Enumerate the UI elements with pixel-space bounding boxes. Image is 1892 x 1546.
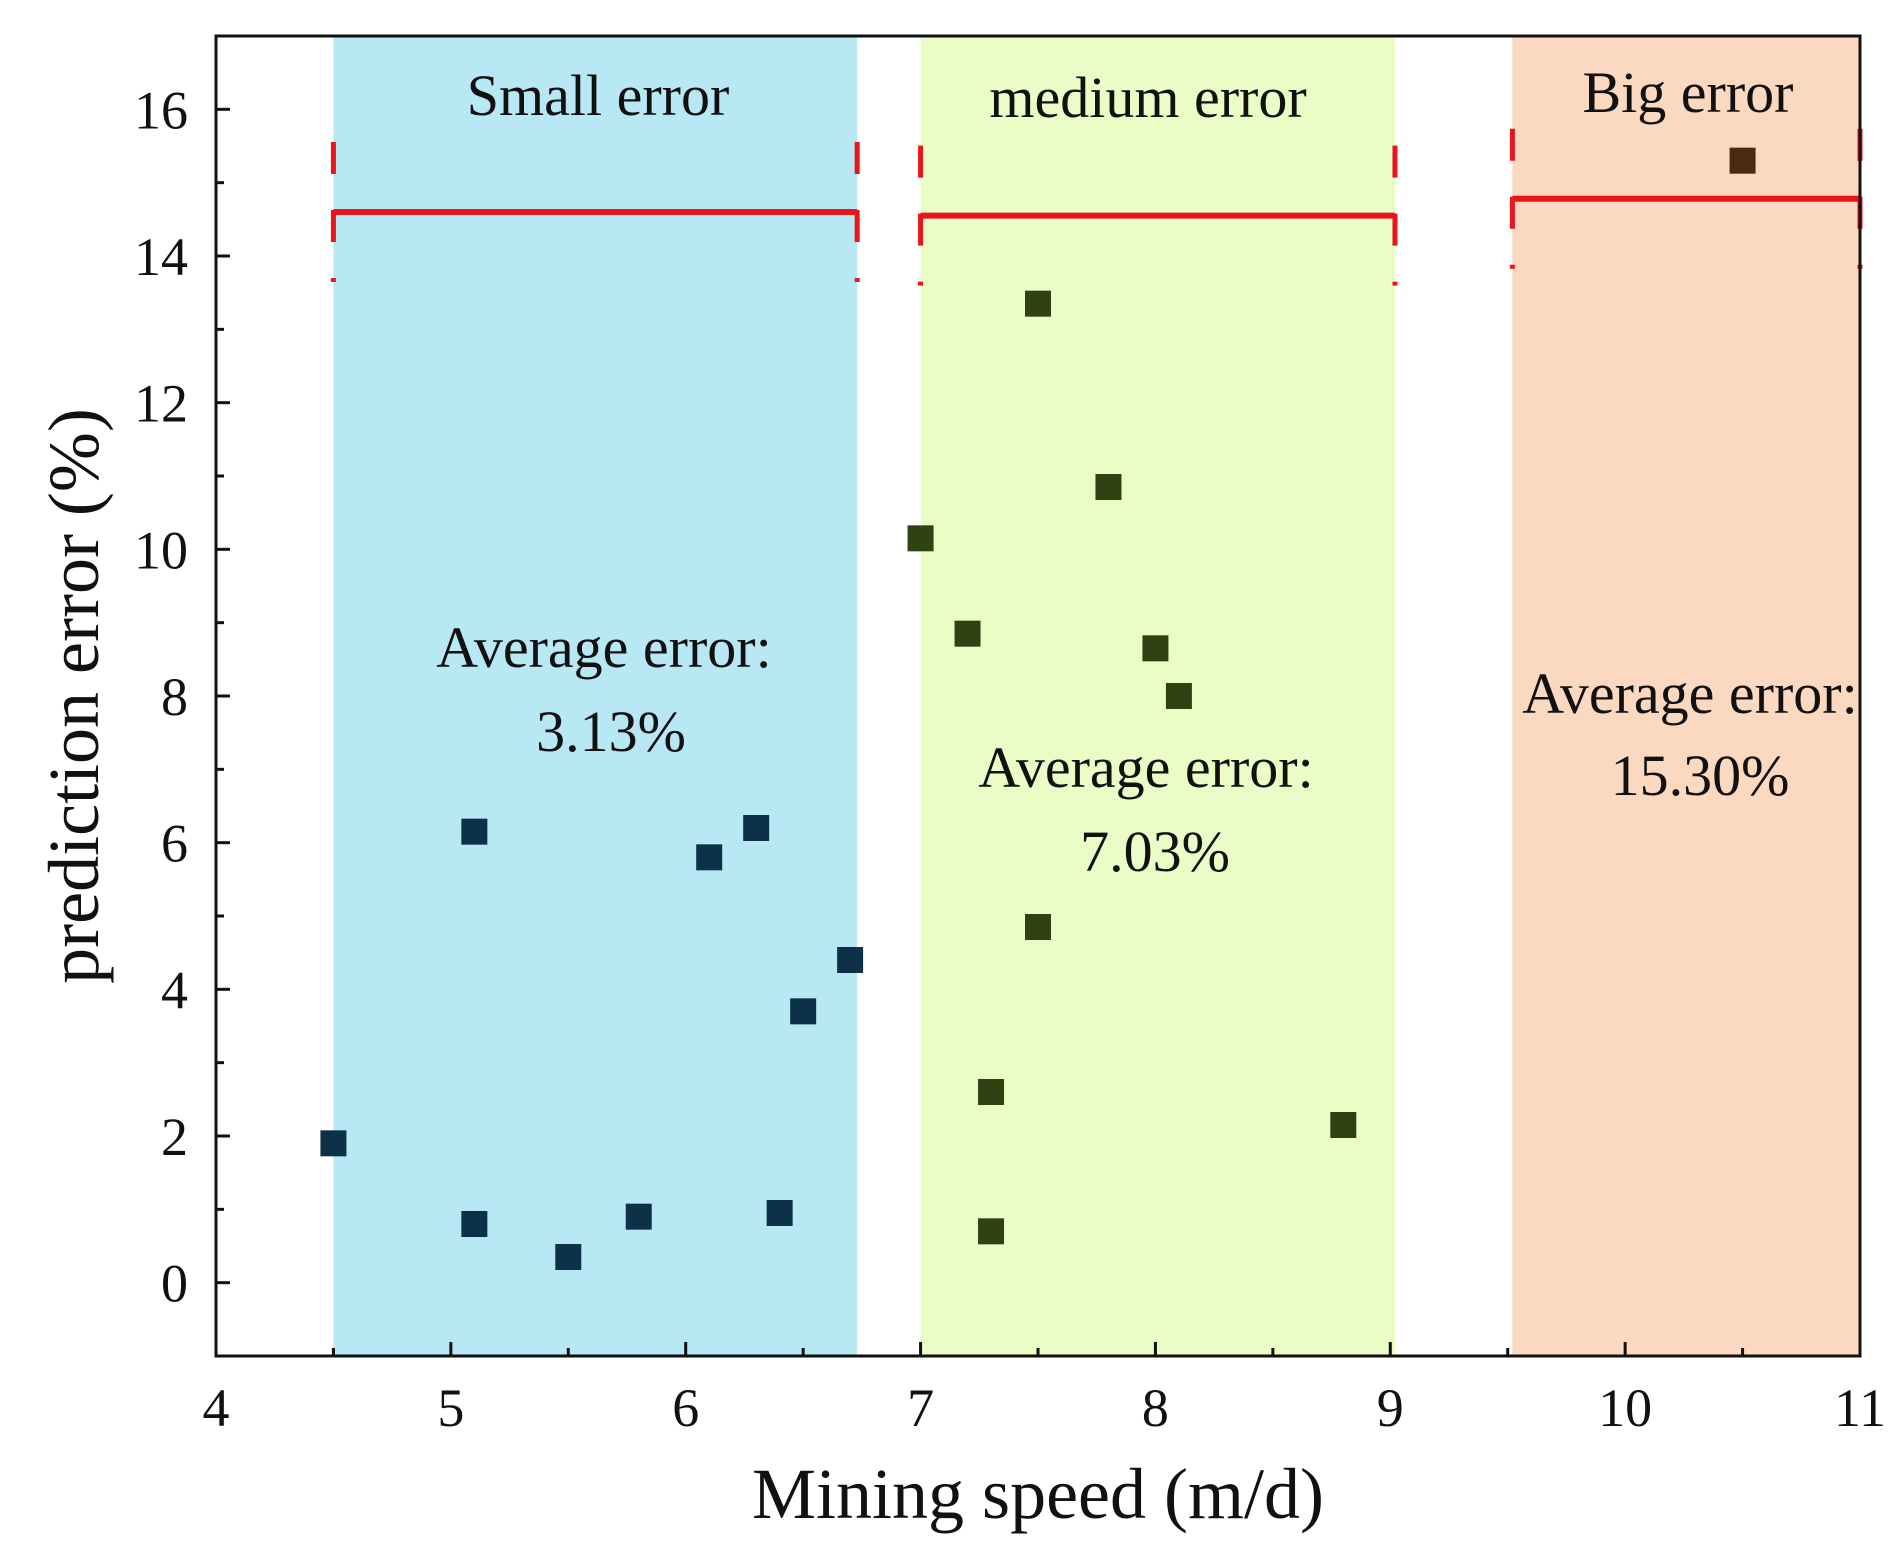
x-tick-label: 7 <box>907 1378 934 1438</box>
region-label-medium: medium error <box>989 65 1306 130</box>
region-big <box>1512 36 1860 1356</box>
data-point-big-1 <box>1729 147 1756 174</box>
data-point-small-10 <box>837 947 864 973</box>
data-point-medium-9 <box>1165 683 1192 709</box>
data-point-small-5 <box>625 1203 652 1230</box>
data-point-medium-10 <box>1330 1112 1357 1138</box>
avg-value-big: 15.30% <box>1611 743 1790 808</box>
data-point-medium-2 <box>954 620 981 647</box>
x-tick-label: 9 <box>1377 1378 1404 1438</box>
y-tick-label: 2 <box>161 1107 188 1167</box>
data-point-medium-6 <box>1025 914 1051 940</box>
data-point-small-4 <box>555 1244 582 1270</box>
y-tick-label: 10 <box>134 520 188 580</box>
data-point-medium-7 <box>1095 474 1122 500</box>
y-tick-label: 4 <box>161 960 188 1020</box>
data-point-small-7 <box>743 815 770 841</box>
avg-value-small: 3.13% <box>536 699 686 764</box>
region-small <box>333 36 858 1356</box>
data-points <box>320 147 1756 1270</box>
data-point-small-9 <box>790 998 817 1025</box>
avg-label-big: Average error: <box>1522 661 1857 726</box>
axis-ticks: 4 5 6 7 8 9 10 11 0 2 4 6 8 10 12 14 16 <box>134 34 1886 1438</box>
x-tick-label: 4 <box>203 1378 230 1438</box>
x-tick-label: 8 <box>1142 1378 1169 1438</box>
region-label-big: Big error <box>1583 60 1794 125</box>
y-tick-label: 14 <box>134 227 188 287</box>
error-regions <box>333 36 1860 1356</box>
y-axis-title: prediction error (%) <box>34 408 114 984</box>
data-point-medium-4 <box>978 1218 1005 1245</box>
data-point-medium-5 <box>1025 290 1051 317</box>
avg-value-medium: 7.03% <box>1080 819 1230 884</box>
data-point-small-2 <box>461 818 488 845</box>
y-tick-label: 8 <box>161 667 188 727</box>
x-tick-label: 6 <box>672 1378 699 1438</box>
data-point-small-1 <box>320 1130 347 1157</box>
data-point-medium-8 <box>1142 635 1169 662</box>
y-tick-label: 0 <box>161 1254 188 1314</box>
data-point-medium-3 <box>978 1079 1005 1105</box>
avg-label-medium: Average error: <box>978 735 1313 800</box>
data-point-small-6 <box>696 844 723 871</box>
avg-label-small: Average error: <box>436 615 771 680</box>
y-tick-label: 16 <box>134 80 188 140</box>
x-tick-label: 5 <box>437 1378 464 1438</box>
data-point-medium-1 <box>907 525 934 552</box>
x-axis-title: Mining speed (m/d) <box>752 1454 1324 1534</box>
error-brackets <box>330 128 1863 286</box>
y-tick-label: 6 <box>161 814 188 874</box>
region-label-small: Small error <box>467 63 730 128</box>
text-labels: Mining speed (m/d) prediction error (%) … <box>34 60 1858 1534</box>
data-point-small-3 <box>461 1211 488 1237</box>
x-tick-label: 11 <box>1834 1378 1886 1438</box>
x-tick-label: 10 <box>1598 1378 1652 1438</box>
region-medium <box>920 36 1395 1356</box>
data-point-small-8 <box>766 1200 793 1226</box>
y-tick-label: 12 <box>134 374 188 434</box>
